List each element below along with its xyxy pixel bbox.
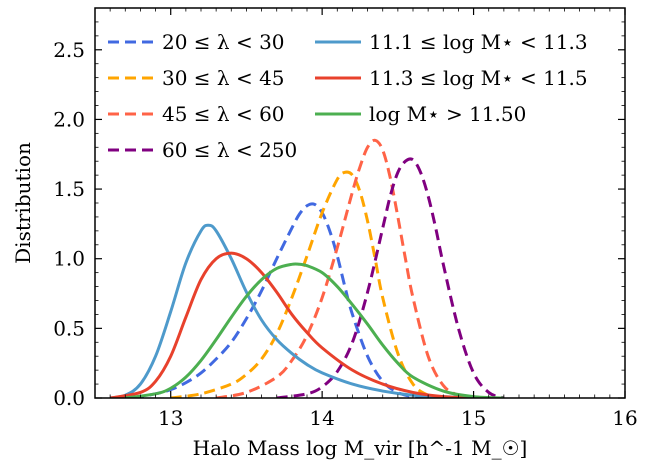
legend-label-3: 45 ≤ λ < 60 xyxy=(162,102,285,126)
series-line-7 xyxy=(125,262,504,398)
series-line-6 xyxy=(109,251,504,398)
x-axis-label: Halo Mass log M_vir [h^-1 M_☉] xyxy=(193,436,528,460)
series-layer xyxy=(109,138,505,398)
y-tick-label: 0.0 xyxy=(53,386,85,410)
axes-layer: 13 14 15 16 0.0 0.5 1.0 1.5 2.0 2.5 Halo Mass log … xyxy=(11,7,638,460)
legend-label-4: 60 ≤ λ < 250 xyxy=(162,138,297,162)
y-tick-label: 2.0 xyxy=(53,107,85,131)
y-tick-label: 2.5 xyxy=(53,38,85,62)
y-tick-label: 1.0 xyxy=(53,247,85,271)
x-tick-label: 16 xyxy=(612,406,637,430)
y-tick-label: 0.5 xyxy=(53,316,85,340)
x-tick-label: 13 xyxy=(158,406,183,430)
y-tick-label: 1.5 xyxy=(53,177,85,201)
series-line-3 xyxy=(215,138,474,398)
legend-label-6: 11.3 ≤ log M⋆ < 11.5 xyxy=(369,66,588,90)
legend-label-1: 20 ≤ λ < 30 xyxy=(162,30,285,54)
legend-label-5: 11.1 ≤ log M⋆ < 11.3 xyxy=(369,30,588,54)
legend: 20 ≤ λ < 30 30 ≤ λ < 45 45 ≤ λ < 60 60 ≤ λ … xyxy=(108,30,588,162)
x-tick-label: 14 xyxy=(309,406,334,430)
series-line-4 xyxy=(276,157,505,398)
series-line-2 xyxy=(170,170,444,398)
x-tick-label: 15 xyxy=(461,406,486,430)
series-line-5 xyxy=(109,223,474,398)
legend-label-7: log M⋆ > 11.50 xyxy=(369,102,526,126)
legend-label-2: 30 ≤ λ < 45 xyxy=(162,66,285,90)
y-axis-label: Distribution xyxy=(11,142,35,264)
series-line-1 xyxy=(132,202,436,398)
